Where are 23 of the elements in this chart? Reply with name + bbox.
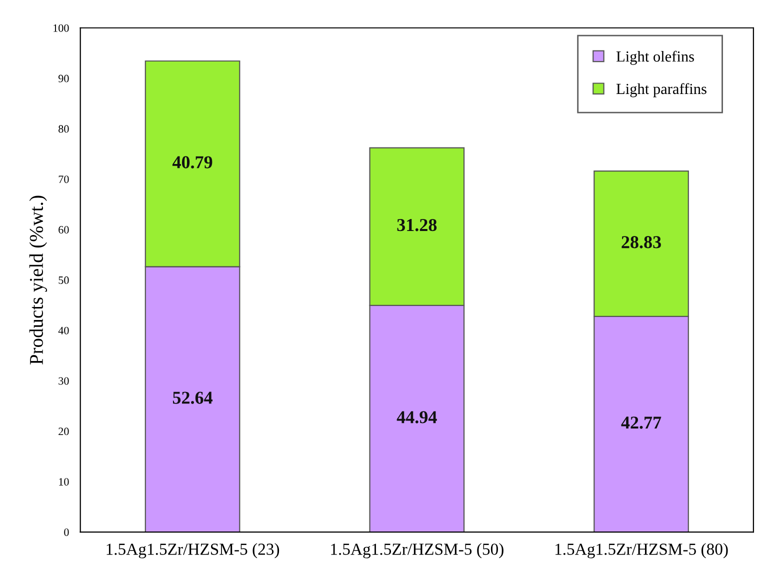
y-tick-label: 50	[58, 276, 69, 284]
y-tick-label: 70	[58, 176, 69, 184]
data-label: 44.94	[396, 411, 437, 424]
y-tick-label: 30	[58, 377, 69, 385]
data-label: 52.64	[172, 392, 213, 404]
data-label: 40.79	[172, 156, 212, 168]
data-label: 31.28	[397, 218, 437, 232]
data-label: 28.83	[622, 236, 661, 248]
x-tick-label: 1.5Ag1.5Zr/HZSM-5 (80)	[555, 543, 728, 558]
y-tick-label: 20	[58, 428, 69, 436]
y-tick-label: 10	[59, 478, 69, 486]
data-label: 42.77	[621, 416, 662, 429]
y-tick-label: 40	[58, 326, 69, 334]
y-tick-label: 80	[58, 125, 69, 133]
x-tick-label: 1.5Ag1.5Zr/HZSM-5 (23)	[106, 543, 280, 558]
y-tick-label: 100	[54, 24, 69, 32]
y-tick-label: 60	[58, 226, 69, 234]
legend-label: Light paraffins	[616, 83, 706, 98]
y-tick-label: 90	[58, 74, 69, 82]
y-tick-label: 0	[64, 528, 69, 536]
x-tick-label: 1.5Ag1.5Zr/HZSM-5 (50)	[331, 543, 504, 558]
y-axis-title: Products yield (%wt.)	[29, 196, 48, 364]
legend-label: Light olefins	[616, 50, 694, 65]
